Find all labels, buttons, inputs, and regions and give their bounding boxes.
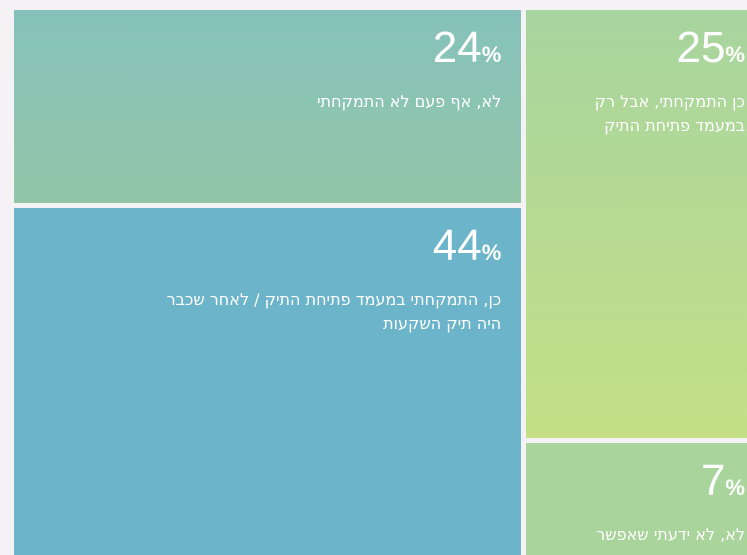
value-label: 7% bbox=[700, 456, 745, 506]
category-label: כן, התמקחתי במעמד פתיחת התיק / לאחר שכבר… bbox=[166, 290, 502, 334]
category-label: לא, לא ידעתי שאפשר bbox=[596, 525, 745, 545]
tile: 25% כן התמקחתי, אבל רק במעמד פתיחת התיק bbox=[526, 10, 747, 439]
tile: 24% לא, אף פעם לא התמקחתי bbox=[14, 10, 522, 204]
value-label: 24% bbox=[432, 23, 502, 72]
value-label: 44% bbox=[432, 221, 502, 271]
tile: 7% לא, לא ידעתי שאפשר bbox=[526, 443, 747, 555]
category-label: כן התמקחתי, אבל רק במעמד פתיחת התיק bbox=[594, 92, 745, 135]
tile: 44% כן, התמקחתי במעמד פתיחת התיק / לאחר ש… bbox=[14, 208, 522, 555]
value-label: 25% bbox=[676, 23, 745, 72]
category-label: לא, אף פעם לא התמקחתי bbox=[316, 92, 502, 111]
